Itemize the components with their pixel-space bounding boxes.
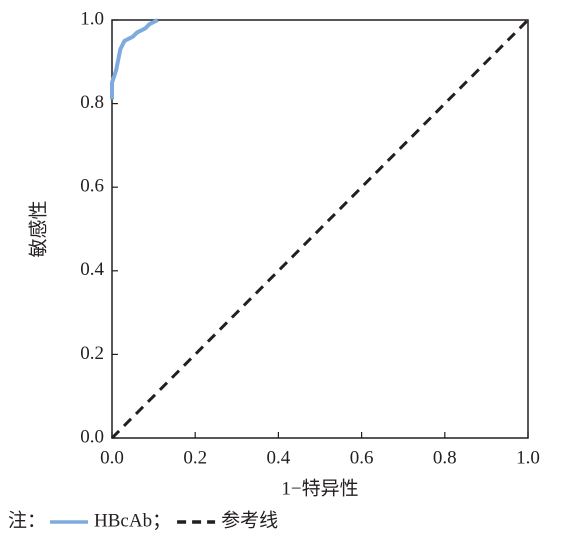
y-tick-label: 0.0 — [80, 426, 104, 447]
y-tick-label: 0.4 — [80, 259, 104, 280]
legend-label: HBcAb — [94, 510, 152, 531]
x-tick-label: 0.8 — [433, 447, 457, 468]
x-tick-label: 0.6 — [350, 447, 374, 468]
y-tick-label: 0.2 — [80, 343, 104, 364]
y-axis-label: 敏感性 — [27, 200, 49, 257]
series-line — [110, 18, 530, 440]
y-tick-label: 0.6 — [80, 176, 104, 197]
x-axis-label: 1−特异性 — [281, 477, 358, 499]
plot-frame — [111, 19, 529, 439]
legend-separator: ； — [152, 510, 171, 531]
x-tick-label: 1.0 — [516, 447, 540, 468]
y-tick-label: 1.0 — [80, 8, 104, 29]
x-tick-label: 0.2 — [183, 447, 207, 468]
legend-label: 参考线 — [221, 509, 278, 531]
series-line — [110, 18, 159, 100]
y-tick-label: 0.8 — [80, 92, 104, 113]
x-tick-label: 0.0 — [100, 447, 124, 468]
legend-prefix: 注： — [8, 509, 46, 531]
x-tick-label: 0.4 — [267, 447, 291, 468]
